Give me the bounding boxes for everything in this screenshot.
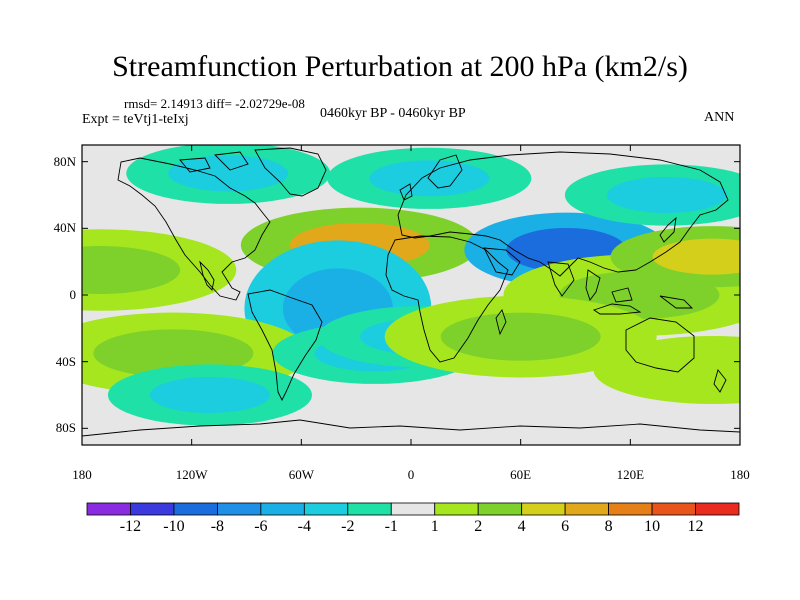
anomaly-region-14-core — [149, 377, 270, 413]
lon-label: 180 — [72, 467, 92, 482]
anomaly-region-9-core — [168, 155, 289, 192]
lon-label: 0 — [407, 467, 415, 482]
lon-label: 120W — [175, 467, 208, 482]
figure-title: Streamfunction Perturbation at 200 hPa (… — [112, 50, 688, 83]
colorbar-label: -8 — [210, 518, 225, 535]
colorbar-label: 6 — [561, 518, 570, 535]
colorbar-label: -2 — [341, 518, 355, 535]
colorbar-label: -6 — [254, 518, 268, 535]
lat-label: 80S — [55, 420, 76, 436]
lat-label: 80N — [53, 153, 76, 169]
anomaly-region-12-core — [642, 350, 740, 390]
colorbar-label: -12 — [119, 518, 142, 535]
colorbar-swatch — [303, 502, 349, 516]
colorbar-label: 1 — [430, 518, 439, 535]
lat-label: 40N — [53, 220, 76, 236]
colorbar-swatch — [521, 502, 566, 516]
anomaly-region-13-core — [369, 160, 490, 197]
period-label: 0460kyr BP - 0460kyr BP — [320, 106, 466, 121]
colorbar-label: 12 — [687, 518, 704, 535]
colorbar-swatch — [477, 502, 523, 516]
colorbar-swatch — [130, 502, 175, 516]
streamfunction-field — [82, 145, 740, 426]
colorbar-swatch — [651, 502, 696, 516]
colorbar-label: 10 — [644, 518, 661, 535]
colorbar-label: 4 — [517, 518, 526, 535]
anomaly-region-10-core — [606, 177, 727, 213]
lon-label: 60E — [510, 467, 532, 482]
anomaly-region-8-core — [440, 312, 601, 361]
colorbar-label: -10 — [163, 518, 185, 535]
coastlines — [82, 147, 740, 437]
lon-label: 180 — [730, 467, 750, 482]
season-label: ANN — [704, 110, 735, 125]
anomaly-region-3-core — [82, 246, 181, 294]
colorbar-swatch — [216, 502, 262, 516]
colorbar-swatch — [608, 502, 653, 516]
colorbar-label: -1 — [384, 518, 398, 535]
lat-label: 0 — [69, 287, 77, 302]
lon-label: 120E — [616, 467, 645, 482]
axis-ticks — [81, 145, 741, 445]
colorbar-label: 8 — [604, 518, 613, 535]
lat-label: 40S — [55, 353, 76, 369]
colorbar-swatch — [86, 502, 131, 516]
colorbar-swatch — [434, 502, 479, 516]
colorbar-swatch — [695, 502, 740, 516]
colorbar-swatch — [390, 502, 436, 516]
colorbar-label: -4 — [297, 518, 311, 535]
lon-label: 60W — [288, 467, 314, 482]
colorbar-label: 2 — [474, 518, 483, 535]
colorbar — [86, 502, 740, 516]
colorbar-swatch — [564, 502, 610, 516]
experiment-label: Expt = teVtj1-teIxj — [82, 112, 189, 127]
colorbar-swatch — [260, 502, 305, 516]
colorbar-swatch — [347, 502, 392, 516]
colorbar-swatch — [173, 502, 218, 516]
anomaly-region-11-core — [652, 238, 740, 275]
stats-line: rmsd= 2.14913 diff= -2.02729e-08 — [124, 96, 305, 111]
